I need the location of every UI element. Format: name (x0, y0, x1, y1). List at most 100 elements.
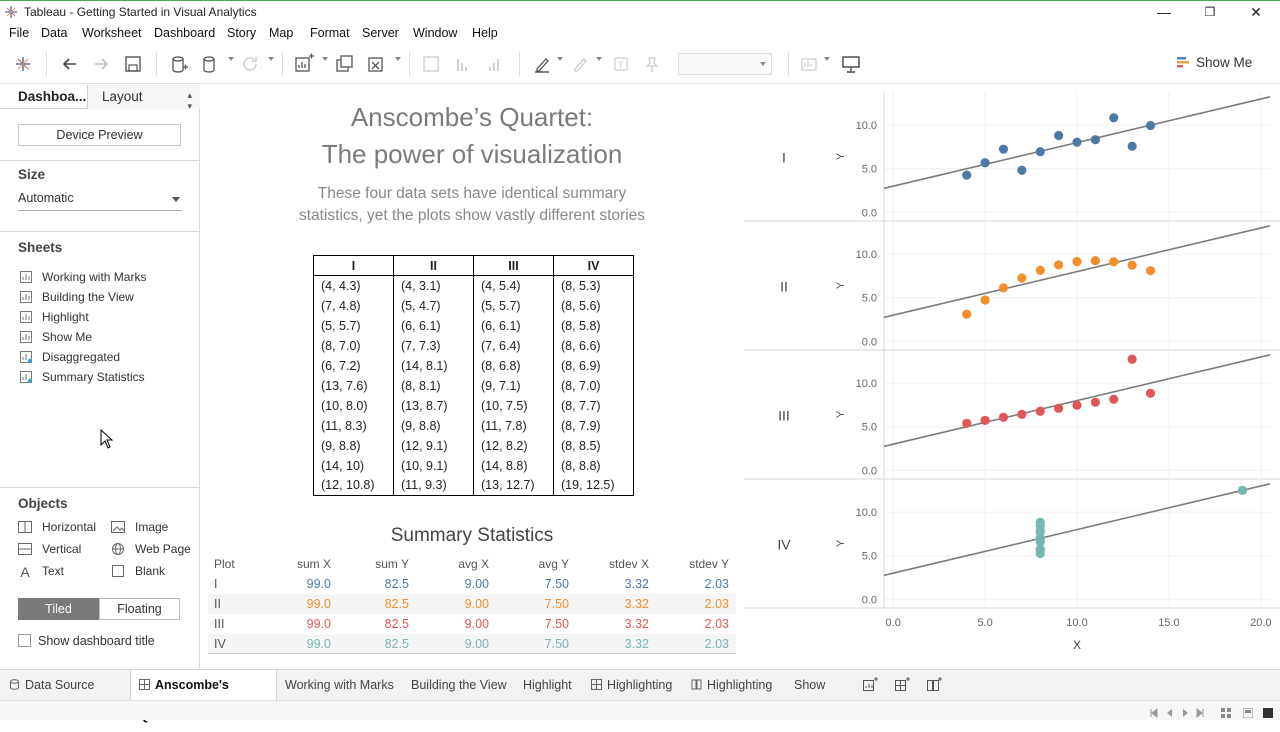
tabs-view-icon[interactable] (1263, 705, 1273, 718)
menu-worksheet[interactable]: Worksheet (82, 26, 142, 40)
size-select[interactable]: Automatic (18, 191, 182, 211)
floating-toggle[interactable]: Floating (99, 598, 180, 620)
object-text[interactable]: A Text (18, 564, 64, 582)
sheet-tab[interactable]: Building the View (405, 670, 511, 701)
object-image[interactable]: Image (111, 520, 168, 538)
restore-button[interactable]: ❐ (1204, 5, 1216, 19)
previous-sheet-icon[interactable] (1165, 705, 1175, 717)
sort-descending-icon[interactable] (485, 53, 507, 75)
tableau-home-icon[interactable] (12, 53, 34, 75)
menu-dashboard[interactable]: Dashboard (154, 26, 216, 40)
sheet-tab[interactable]: Anscombe's Quartet (130, 670, 277, 723)
dashboard-side-pane: Dashboa... Layout ▴ ▾ Device Preview Size… (0, 85, 200, 669)
dashboard-title: Anscombe’s Quartet: The power of visuali… (201, 99, 743, 173)
mouse-cursor-icon (100, 429, 114, 449)
dropdown-caret-icon[interactable] (228, 57, 234, 61)
first-sheet-icon[interactable] (1149, 705, 1159, 719)
menu-server[interactable]: Server (362, 26, 399, 40)
menu-file[interactable]: File (9, 26, 30, 40)
table-row: (9, 8.8) (12, 9.1) (12, 8.2) (8, 8.5) (313, 435, 634, 456)
table-row: (7, 4.8) (5, 4.7) (5, 5.7) (8, 5.6) (313, 295, 634, 316)
menu-story[interactable]: Story (227, 26, 257, 40)
database-icon (10, 679, 19, 690)
sheet-tab[interactable]: Show Me (788, 670, 840, 723)
sheet-item[interactable]: Show Me (20, 330, 92, 348)
menu-help[interactable]: Help (472, 26, 498, 40)
new-dashboard-tab-icon[interactable] (894, 677, 910, 693)
sheet-tab[interactable]: Highlighting (685, 670, 780, 701)
tab-layout[interactable]: Layout ▴ ▾ (88, 85, 200, 111)
sheet-item[interactable]: Summary Statistics (20, 370, 145, 388)
tiled-toggle[interactable]: Tiled (18, 598, 99, 620)
highlight-pen-icon[interactable] (531, 53, 553, 75)
clear-sheet-icon[interactable] (366, 53, 388, 75)
dropdown-caret-icon[interactable] (557, 57, 563, 61)
y-tick-label: 10.0 (856, 378, 877, 390)
device-preview-button[interactable]: Device Preview (18, 124, 181, 146)
back-arrow-icon[interactable] (59, 53, 81, 75)
data-point (1072, 257, 1082, 267)
refresh-icon[interactable] (239, 53, 261, 75)
data-point (998, 412, 1009, 422)
sheet-item[interactable]: Working with Marks (20, 270, 146, 288)
data-point (1017, 409, 1027, 419)
dropdown-caret-icon[interactable] (322, 57, 328, 61)
menu-data[interactable]: Data (41, 26, 68, 40)
minimize-button[interactable]: — (1157, 4, 1171, 20)
summary-value: 2.03 (704, 597, 729, 611)
new-story-tab-icon[interactable] (926, 677, 942, 693)
new-worksheet-icon[interactable] (293, 53, 315, 75)
show-me-button[interactable]: Show Me (1176, 55, 1252, 70)
sheet-sorter-icon[interactable] (1221, 705, 1231, 718)
show-cards-icon[interactable] (799, 53, 821, 75)
new-worksheet-tab-icon[interactable] (862, 677, 878, 693)
fit-select[interactable] (678, 53, 772, 75)
pause-updates-icon[interactable] (199, 53, 221, 75)
table-cell: (9, 7.1) (473, 375, 554, 396)
save-icon[interactable] (122, 53, 144, 75)
show-mark-labels-icon[interactable]: T (610, 53, 632, 75)
summary-header: sum Y (375, 557, 409, 571)
object-vertical[interactable]: Vertical (18, 542, 81, 560)
tab-dashboard[interactable]: Dashboa... (0, 85, 88, 109)
dropdown-caret-icon[interactable] (596, 57, 602, 61)
close-button[interactable]: ✕ (1250, 4, 1262, 20)
swap-rows-columns-icon[interactable] (420, 53, 442, 75)
table-row: (14, 10) (10, 9.1) (14, 8.8) (8, 8.8) (313, 455, 634, 476)
new-data-source-icon[interactable] (168, 53, 190, 75)
menu-format[interactable]: Format (310, 26, 350, 40)
object-blank[interactable]: Blank (111, 564, 165, 582)
sheet-item[interactable]: Building the View (20, 290, 134, 308)
dropdown-caret-icon[interactable] (268, 57, 274, 61)
fix-axes-pin-icon[interactable] (641, 53, 663, 75)
object-web-page[interactable]: Web Page (111, 542, 191, 560)
object-label: Web Page (135, 542, 191, 556)
summary-plot-label: III (214, 617, 225, 631)
sort-ascending-icon[interactable] (453, 53, 475, 75)
sheet-tab[interactable]: Highlighting (585, 670, 679, 701)
sheet-tab[interactable]: Working with Marks (279, 670, 399, 701)
table-cell: (5, 5.7) (313, 315, 394, 336)
menu-map[interactable]: Map (269, 26, 294, 40)
last-sheet-icon[interactable] (1195, 705, 1205, 719)
duplicate-sheet-icon[interactable] (334, 53, 356, 75)
x-tick-label: 20.0 (1250, 617, 1271, 629)
data-point (1035, 525, 1045, 535)
dropdown-caret-icon[interactable] (395, 57, 401, 61)
dropdown-caret-icon[interactable] (824, 57, 830, 61)
text-icon: A (20, 564, 30, 580)
object-horizontal[interactable]: Horizontal (18, 520, 96, 538)
presentation-mode-icon[interactable] (840, 53, 862, 75)
tab-data-source[interactable]: Data Source (9, 670, 94, 701)
group-members-icon[interactable] (569, 53, 591, 75)
sheet-tab[interactable]: Highlight (517, 670, 579, 701)
show-dashboard-title-checkbox[interactable]: Show dashboard title (18, 634, 155, 648)
sheet-item[interactable]: Disaggregated (20, 350, 120, 368)
filmstrip-icon[interactable] (1242, 705, 1254, 719)
forward-arrow-icon[interactable] (90, 53, 112, 75)
sheet-item[interactable]: Highlight (20, 310, 89, 328)
next-sheet-icon[interactable] (1180, 705, 1190, 717)
sheet-tab-bar: Data Source Anscombe's Quartet Working wi… (0, 669, 1280, 723)
table-cell: (8, 7.9) (553, 415, 634, 436)
menu-window[interactable]: Window (413, 26, 458, 40)
